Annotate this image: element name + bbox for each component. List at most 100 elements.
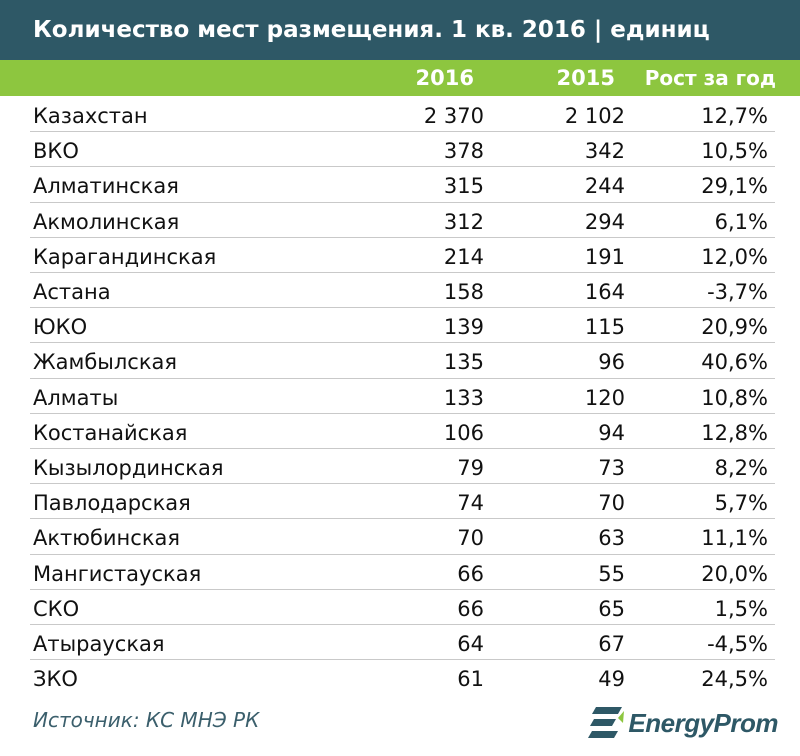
value-2016: 74 [457, 491, 484, 516]
value-2015: 67 [598, 632, 625, 656]
region-name: Атырауская [33, 632, 165, 656]
value-2015: 65 [598, 596, 625, 621]
region-name: Кызылординская [33, 456, 224, 480]
region-name: Казахстан [33, 104, 148, 128]
title-bar: Количество мест размещения. 1 кв. 2016 |… [0, 0, 800, 60]
column-header-2015: 2015 [556, 66, 615, 90]
region-name: Павлодарская [33, 491, 191, 516]
value-2015: 294 [584, 209, 625, 234]
row-divider [30, 624, 775, 625]
row-divider [30, 166, 775, 168]
value-2016: 66 [457, 561, 484, 586]
growth-value: 12,8% [701, 420, 768, 445]
growth-value: 5,7% [714, 491, 768, 516]
value-2016: 378 [443, 139, 484, 164]
table-row: Карагандинская 214 191 12,0% [0, 237, 800, 272]
table-row: ЮКО 139 115 20,9% [0, 307, 800, 342]
growth-value: 8,2% [714, 456, 768, 480]
region-name: СКО [33, 596, 80, 621]
growth-value: -3,7% [707, 280, 768, 304]
row-divider [30, 201, 775, 203]
table-row: Акмолинская 312 294 6,1% [0, 202, 800, 237]
source-note: Источник: КС МНЭ РК [33, 708, 260, 732]
table-title: Количество мест размещения. 1 кв. 2016 |… [33, 17, 710, 43]
value-2016: 2 370 [423, 104, 484, 128]
growth-value: 10,8% [701, 385, 768, 410]
growth-value: 40,6% [701, 350, 768, 375]
region-name: Алматинская [33, 174, 179, 199]
brand-name: EnergyProm [628, 707, 778, 738]
region-name: Астана [33, 280, 111, 304]
table-row: СКО 66 65 1,5% [0, 589, 800, 624]
row-divider [30, 236, 775, 238]
region-name: Жамбылская [33, 350, 178, 375]
row-divider [30, 131, 775, 133]
region-name: Карагандинская [33, 244, 217, 269]
value-2016: 70 [457, 526, 484, 551]
value-2016: 312 [443, 209, 484, 234]
table-row: Актюбинская 70 63 11,1% [0, 518, 800, 553]
table-row: Мангистауская 66 55 20,0% [0, 554, 800, 589]
value-2015: 63 [598, 526, 625, 551]
value-2016: 158 [443, 280, 484, 304]
region-name: Костанайская [33, 420, 188, 445]
row-divider [30, 307, 775, 309]
value-2015: 2 102 [564, 104, 625, 128]
table-row: Жамбылская 135 96 40,6% [0, 342, 800, 377]
region-name: Алматы [33, 385, 119, 410]
growth-value: 12,0% [701, 244, 768, 269]
value-2016: 133 [443, 385, 484, 410]
column-header-2016: 2016 [415, 66, 474, 90]
growth-value: 1,5% [714, 596, 768, 621]
row-divider [30, 588, 775, 590]
value-2015: 55 [598, 561, 625, 586]
row-divider [30, 377, 775, 379]
brand-logo: EnergyProm [588, 700, 778, 746]
growth-value: 11,1% [701, 526, 768, 551]
growth-value: 29,1% [701, 174, 768, 199]
value-2015: 342 [584, 139, 625, 164]
table-row: ВКО 378 342 10,5% [0, 131, 800, 166]
row-divider [30, 412, 775, 414]
growth-value: 20,0% [701, 561, 768, 586]
table-row: Казахстан 2 370 2 102 12,7% [0, 96, 800, 131]
value-2016: 315 [443, 174, 484, 199]
growth-value: 24,5% [701, 667, 768, 692]
value-2016: 66 [457, 596, 484, 621]
table-row: Алматинская 315 244 29,1% [0, 166, 800, 201]
table-row: Кызылординская 79 73 8,2% [0, 448, 800, 483]
value-2015: 73 [598, 456, 625, 480]
growth-value: 6,1% [714, 209, 768, 234]
row-divider [30, 448, 775, 449]
value-2015: 49 [598, 667, 625, 692]
value-2015: 115 [584, 315, 625, 340]
energyprom-logo-icon [588, 707, 625, 738]
table-row: Атырауская 64 67 -4,5% [0, 624, 800, 659]
value-2015: 96 [598, 350, 625, 375]
value-2015: 244 [584, 174, 625, 199]
value-2016: 214 [443, 244, 484, 269]
value-2015: 120 [584, 385, 625, 410]
table-row: Алматы 133 120 10,8% [0, 378, 800, 413]
growth-value: 20,9% [701, 315, 768, 340]
region-name: Актюбинская [33, 526, 181, 551]
region-name: ЗКО [33, 667, 78, 692]
region-name: ВКО [33, 139, 79, 164]
value-2016: 64 [457, 632, 484, 656]
value-2016: 79 [457, 456, 484, 480]
table-row: Астана 158 164 -3,7% [0, 272, 800, 307]
value-2015: 191 [584, 244, 625, 269]
growth-value: 12,7% [701, 104, 768, 128]
table-row: Костанайская 106 94 12,8% [0, 413, 800, 448]
row-divider [30, 518, 775, 520]
region-name: ЮКО [33, 315, 88, 340]
region-name: Мангистауская [33, 561, 202, 586]
value-2015: 94 [598, 420, 625, 445]
row-divider [30, 483, 775, 485]
row-divider [30, 553, 775, 555]
growth-value: -4,5% [707, 632, 768, 656]
value-2015: 70 [598, 491, 625, 516]
growth-value: 10,5% [701, 139, 768, 164]
table-header-row: 2016 2015 Рост за год [0, 60, 800, 96]
value-2016: 135 [443, 350, 484, 375]
